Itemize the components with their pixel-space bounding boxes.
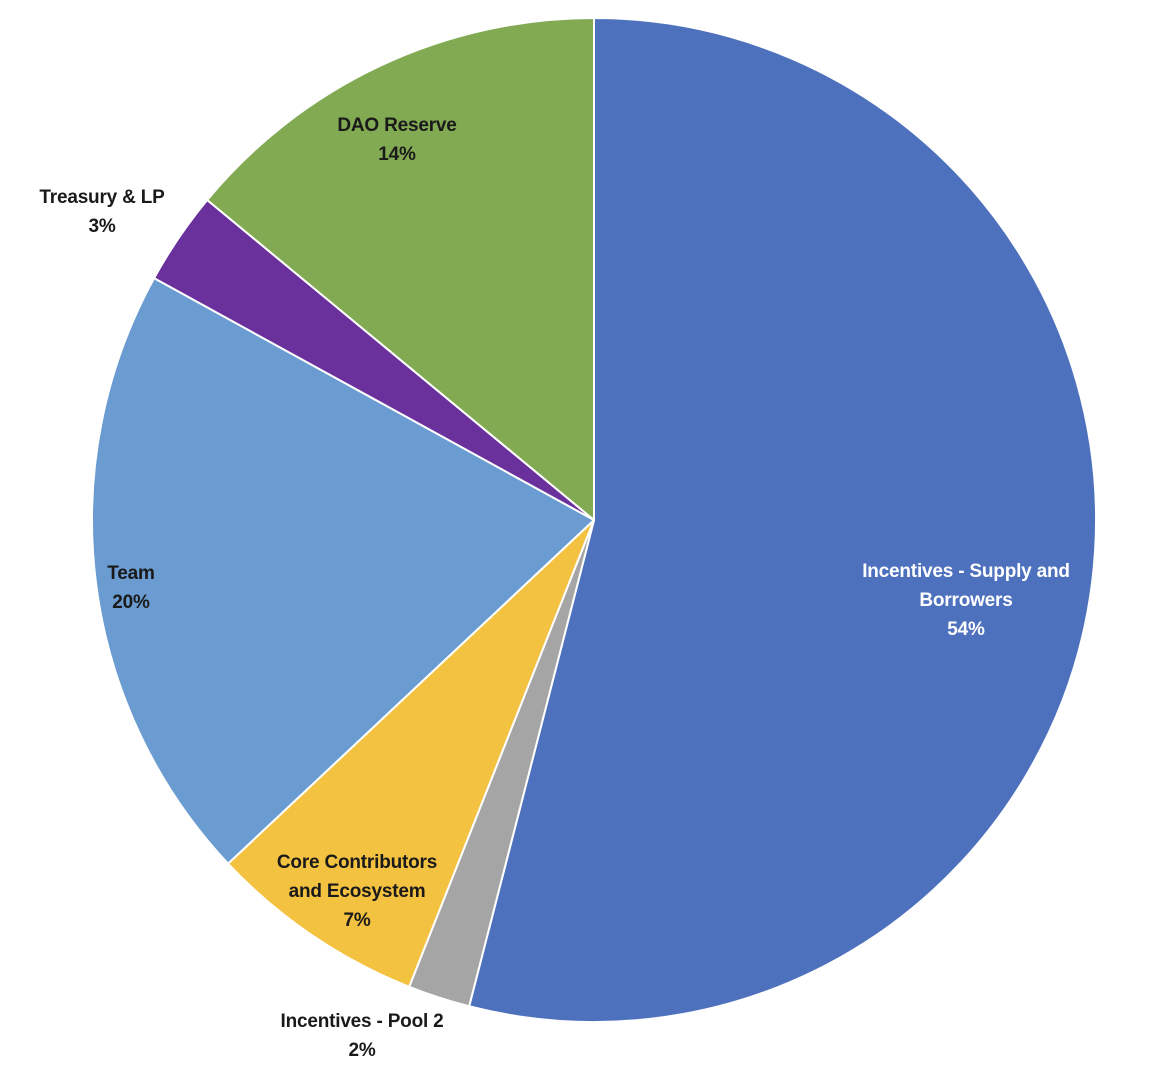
slice-percent-label: 14% (378, 144, 416, 165)
slice-label-0: Incentives - Supply and Borrowers 54% (862, 557, 1070, 644)
slice-label-5: DAO Reserve 14% (337, 111, 456, 169)
slice-label-1: Incentives - Pool 2 2% (280, 1007, 443, 1065)
pie-slice-5 (206, 17, 595, 521)
slice-percent-label: 20% (112, 592, 150, 613)
slice-percent-label: 3% (88, 216, 116, 237)
slice-label-line: Team (107, 563, 155, 584)
slice-label-4: Treasury & LP 3% (39, 183, 164, 241)
slice-percent-label: 7% (343, 910, 371, 931)
slice-label-line: Incentives - Pool 2 (280, 1011, 444, 1032)
slice-label-line: and Ecosystem (288, 881, 426, 902)
pie-slice-3 (91, 277, 595, 865)
slice-label-line: Treasury & LP (39, 187, 165, 208)
slice-percent-label: 54% (947, 619, 985, 640)
slice-label-3: Team 20% (107, 559, 155, 617)
slice-label-line: Incentives - Supply and (862, 561, 1070, 582)
slice-label-line: Borrowers (919, 590, 1013, 611)
pie-slice-0 (468, 17, 1097, 1023)
slice-percent-label: 2% (348, 1040, 376, 1061)
pie-slice-2 (227, 519, 595, 988)
slice-label-line: Core Contributors (276, 852, 438, 873)
slice-label-2: Core Contributors and Ecosystem 7% (277, 848, 437, 935)
slice-label-line: DAO Reserve (337, 115, 457, 136)
